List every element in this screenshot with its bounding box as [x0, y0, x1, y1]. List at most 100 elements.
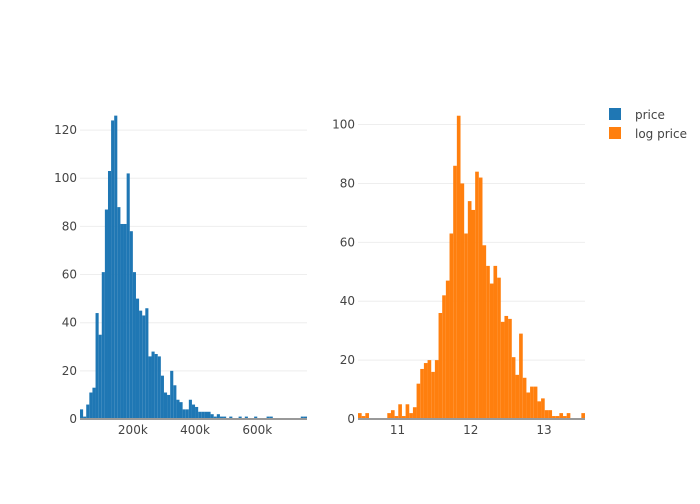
histogram-bar[interactable]	[120, 223, 124, 419]
histogram-bar[interactable]	[195, 406, 199, 419]
histogram-bar[interactable]	[449, 233, 454, 420]
histogram-bar[interactable]	[365, 413, 369, 419]
histogram-bar[interactable]	[497, 277, 501, 419]
histogram-bar[interactable]	[204, 411, 208, 419]
histogram-bar[interactable]	[431, 371, 435, 419]
histogram-bar[interactable]	[238, 416, 242, 419]
histogram-bar[interactable]	[467, 201, 472, 419]
histogram-bar[interactable]	[300, 416, 304, 419]
histogram-bar[interactable]	[135, 298, 140, 419]
histogram-bar[interactable]	[500, 321, 505, 419]
histogram-bar[interactable]	[390, 410, 395, 419]
histogram-bar[interactable]	[167, 394, 171, 419]
histogram-bar[interactable]	[163, 392, 168, 419]
histogram-bar[interactable]	[160, 375, 164, 419]
histogram-bar[interactable]	[552, 416, 556, 419]
histogram-bar[interactable]	[101, 272, 105, 419]
histogram-bar[interactable]	[522, 377, 527, 419]
histogram-bar[interactable]	[445, 280, 450, 419]
histogram-bar[interactable]	[530, 386, 534, 419]
histogram-bar[interactable]	[176, 399, 180, 419]
histogram-bar[interactable]	[173, 385, 177, 419]
histogram-bar[interactable]	[460, 183, 465, 419]
histogram-bar[interactable]	[544, 410, 549, 419]
histogram-bar[interactable]	[80, 409, 84, 419]
histogram-bar[interactable]	[537, 401, 542, 419]
histogram-bar[interactable]	[145, 308, 149, 419]
histogram-bar[interactable]	[142, 315, 146, 419]
histogram-bar[interactable]	[223, 416, 227, 419]
histogram-bar[interactable]	[210, 414, 214, 419]
histogram-bar[interactable]	[129, 231, 133, 419]
histogram-bar[interactable]	[559, 413, 564, 419]
histogram-bar[interactable]	[114, 115, 118, 419]
histogram-bar[interactable]	[489, 283, 494, 419]
histogram-bar[interactable]	[398, 404, 402, 419]
histogram-bar[interactable]	[95, 313, 99, 419]
histogram-bar[interactable]	[229, 416, 233, 419]
histogram-bar[interactable]	[456, 115, 461, 419]
histogram-bar[interactable]	[541, 398, 545, 419]
histogram-bar[interactable]	[453, 165, 457, 419]
histogram-bar[interactable]	[216, 414, 220, 419]
histogram-bar[interactable]	[89, 392, 93, 419]
histogram-bar[interactable]	[526, 392, 531, 420]
histogram-bar[interactable]	[182, 409, 186, 419]
histogram-bar[interactable]	[427, 360, 432, 419]
histogram-bar[interactable]	[303, 416, 307, 419]
histogram-bar[interactable]	[123, 223, 127, 419]
histogram-bar[interactable]	[104, 209, 108, 419]
histogram-bar[interactable]	[423, 363, 428, 419]
histogram-bar[interactable]	[107, 171, 112, 419]
histogram-bar[interactable]	[486, 265, 490, 419]
histogram-bar[interactable]	[515, 374, 520, 419]
histogram-bar[interactable]	[188, 399, 192, 419]
histogram-bar[interactable]	[207, 411, 211, 419]
histogram-bar[interactable]	[555, 416, 560, 419]
histogram-bar[interactable]	[563, 416, 567, 419]
histogram-bar[interactable]	[434, 360, 439, 419]
histogram-bar[interactable]	[401, 416, 406, 419]
histogram-bar[interactable]	[387, 413, 391, 419]
histogram-bar[interactable]	[98, 334, 102, 419]
legend-item-log-price[interactable]: log price	[609, 127, 687, 141]
histogram-bar[interactable]	[409, 413, 413, 419]
histogram-bar[interactable]	[478, 177, 483, 419]
histogram-bar[interactable]	[254, 416, 258, 419]
histogram-bar[interactable]	[154, 353, 158, 419]
histogram-bar[interactable]	[111, 120, 115, 419]
histogram-bar[interactable]	[442, 295, 446, 419]
histogram-bar[interactable]	[185, 409, 189, 419]
histogram-bar[interactable]	[198, 411, 202, 419]
histogram-bar[interactable]	[438, 313, 443, 419]
histogram-bar[interactable]	[358, 413, 362, 419]
histogram-bar[interactable]	[475, 171, 479, 419]
histogram-bar[interactable]	[132, 272, 136, 419]
histogram-bar[interactable]	[412, 407, 417, 419]
histogram-bar[interactable]	[157, 356, 161, 419]
histogram-bar[interactable]	[201, 411, 205, 419]
histogram-bar[interactable]	[83, 416, 87, 419]
histogram-bar[interactable]	[139, 310, 143, 419]
histogram-bar[interactable]	[244, 416, 248, 419]
histogram-bar[interactable]	[482, 245, 487, 419]
histogram-bar[interactable]	[504, 315, 509, 419]
histogram-bar[interactable]	[219, 416, 224, 419]
histogram-bar[interactable]	[191, 404, 196, 419]
histogram-bar[interactable]	[508, 318, 512, 419]
histogram-bar[interactable]	[581, 413, 585, 419]
histogram-bar[interactable]	[420, 368, 424, 419]
histogram-bar[interactable]	[405, 404, 410, 419]
histogram-bar[interactable]	[416, 383, 421, 419]
histogram-bar[interactable]	[170, 370, 174, 419]
histogram-bar[interactable]	[126, 173, 130, 419]
histogram-bar[interactable]	[269, 416, 273, 419]
histogram-bar[interactable]	[493, 265, 498, 419]
histogram-bar[interactable]	[213, 416, 217, 419]
histogram-bar[interactable]	[511, 357, 516, 419]
legend-item-price[interactable]: price	[609, 108, 665, 122]
histogram-bar[interactable]	[266, 416, 270, 419]
histogram-bar[interactable]	[548, 410, 553, 419]
histogram-bar[interactable]	[361, 416, 366, 419]
histogram-bar[interactable]	[117, 207, 121, 419]
